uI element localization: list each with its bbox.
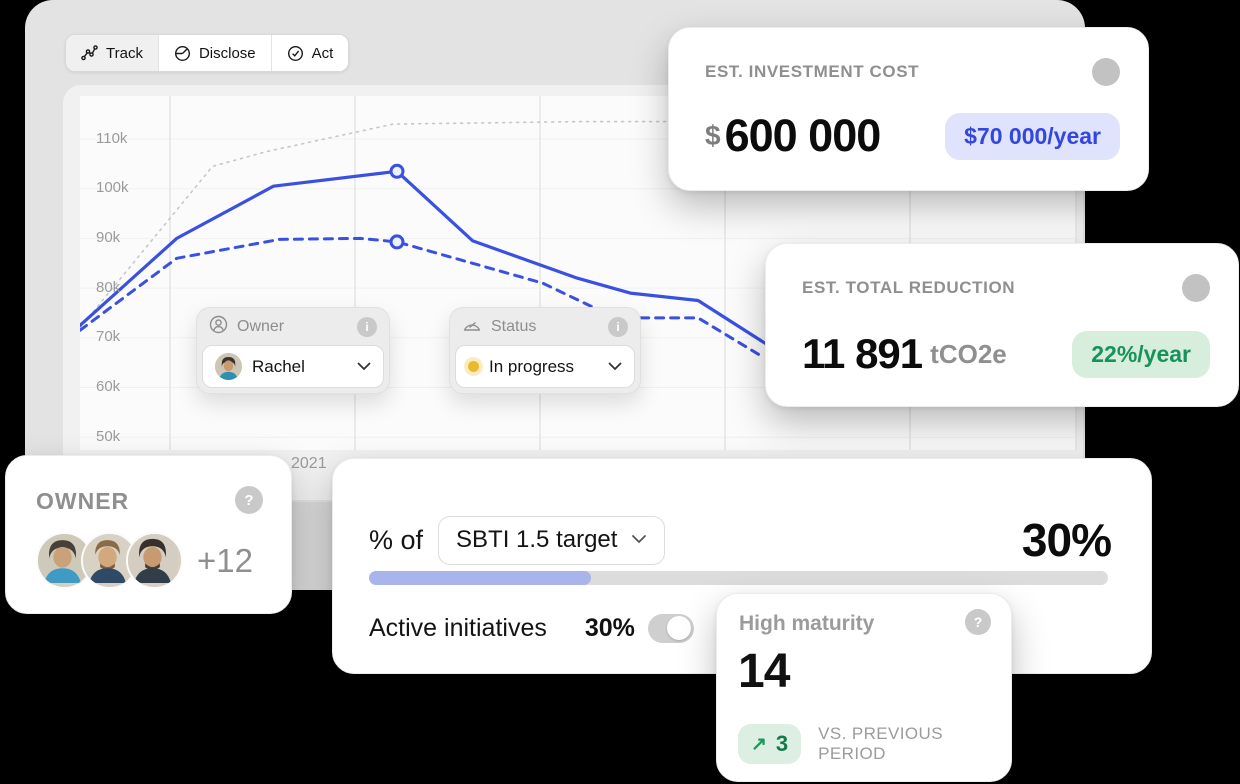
- high-maturity-card: High maturity ? 14 ↗ 3 VS. PREVIOUS PERI…: [716, 593, 1012, 782]
- investment-value: 600 000: [724, 110, 882, 161]
- maturity-delta-badge: ↗ 3: [738, 724, 802, 764]
- status-select-value: In progress: [489, 356, 575, 376]
- info-icon[interactable]: i: [608, 316, 628, 337]
- pie-icon: [174, 45, 191, 62]
- reduction-unit: tCO2e: [930, 338, 1007, 369]
- x-tick-2021: 2021: [291, 455, 327, 472]
- active-initiatives-toggle[interactable]: [647, 613, 694, 643]
- y-tick: 90k: [96, 229, 121, 246]
- gauge-icon: [462, 316, 482, 337]
- avatar-overflow-count: +12: [197, 541, 253, 579]
- reduction-per-year-badge: 22%/year: [1072, 330, 1210, 378]
- maturity-delta-value: 3: [775, 731, 789, 756]
- status-dot-icon: [468, 361, 479, 372]
- tab-disclose-label: Disclose: [198, 44, 256, 62]
- reduction-card-title: EST. TOTAL REDUCTION: [802, 278, 1016, 297]
- sbti-progress-bar: [369, 571, 1108, 585]
- reduction-value: 11 891: [802, 330, 923, 377]
- owner-filter-label: Owner: [237, 317, 285, 335]
- percent-of-label: % of: [369, 524, 424, 555]
- rachel-avatar: [215, 353, 242, 380]
- card-dot-icon: [1182, 274, 1210, 302]
- status-filter-header: Status i: [450, 308, 640, 345]
- owner-card: OWNER ?: [5, 455, 292, 614]
- sbti-progress-fill: [369, 571, 591, 585]
- owner-select[interactable]: Rachel: [202, 345, 384, 388]
- avatar-1: [36, 532, 93, 589]
- active-initiatives-percent: 30%: [584, 613, 635, 642]
- status-filter: Status i In progress: [449, 307, 641, 394]
- owner-avatars: +12: [36, 532, 253, 589]
- y-tick: 70k: [96, 328, 121, 345]
- info-icon[interactable]: i: [357, 316, 377, 337]
- card-dot-icon: [1092, 58, 1120, 86]
- maturity-value: 14: [738, 645, 790, 698]
- y-tick: 110k: [96, 130, 128, 147]
- maturity-card-title: High maturity: [739, 612, 875, 635]
- up-right-arrow-icon: ↗: [751, 733, 767, 755]
- help-icon[interactable]: ?: [965, 609, 991, 635]
- y-tick: 50k: [96, 428, 121, 445]
- y-tick: 100k: [96, 179, 129, 196]
- owner-select-value: Rachel: [252, 356, 305, 376]
- owner-filter: Owner i Rachel: [196, 307, 390, 394]
- route-icon: [81, 45, 98, 61]
- total-reduction-card: EST. TOTAL REDUCTION 11 891 tCO2e 22%/ye…: [765, 243, 1239, 407]
- chevron-down-icon: [357, 358, 371, 376]
- active-initiatives-label: Active initiatives: [369, 613, 547, 642]
- help-icon[interactable]: ?: [235, 486, 263, 514]
- status-select[interactable]: In progress: [455, 345, 635, 388]
- chevron-down-icon: [631, 531, 647, 549]
- target-check-icon: [287, 45, 304, 62]
- investment-card-title: EST. INVESTMENT COST: [705, 62, 920, 81]
- y-tick: 60k: [96, 378, 121, 395]
- status-filter-label: Status: [491, 317, 537, 335]
- toggle-knob: [666, 616, 691, 640]
- person-icon: [209, 315, 228, 339]
- owner-card-title: OWNER: [36, 488, 130, 514]
- target-select-value: SBTI 1.5 target: [456, 526, 618, 553]
- investment-per-year-badge: $70 000/year: [945, 112, 1120, 160]
- tab-track-label: Track: [106, 44, 143, 62]
- maturity-delta-caption: VS. PREVIOUS PERIOD: [818, 724, 943, 763]
- investment-cost-card: EST. INVESTMENT COST $ 600 000 $70 000/y…: [668, 27, 1149, 191]
- owner-filter-header: Owner i: [197, 308, 389, 345]
- view-tabbar: Track Disclose Act: [65, 34, 350, 72]
- tab-disclose[interactable]: Disclose: [158, 35, 272, 71]
- currency-symbol: $: [705, 120, 721, 151]
- y-tick: 80k: [96, 279, 121, 296]
- target-select[interactable]: SBTI 1.5 target: [438, 515, 666, 565]
- tab-act[interactable]: Act: [271, 35, 349, 71]
- tab-track[interactable]: Track: [66, 35, 159, 71]
- sbti-percent-value: 30%: [1021, 514, 1112, 566]
- chevron-down-icon: [608, 358, 622, 376]
- tab-act-label: Act: [311, 44, 334, 62]
- avatar-3: [126, 532, 183, 589]
